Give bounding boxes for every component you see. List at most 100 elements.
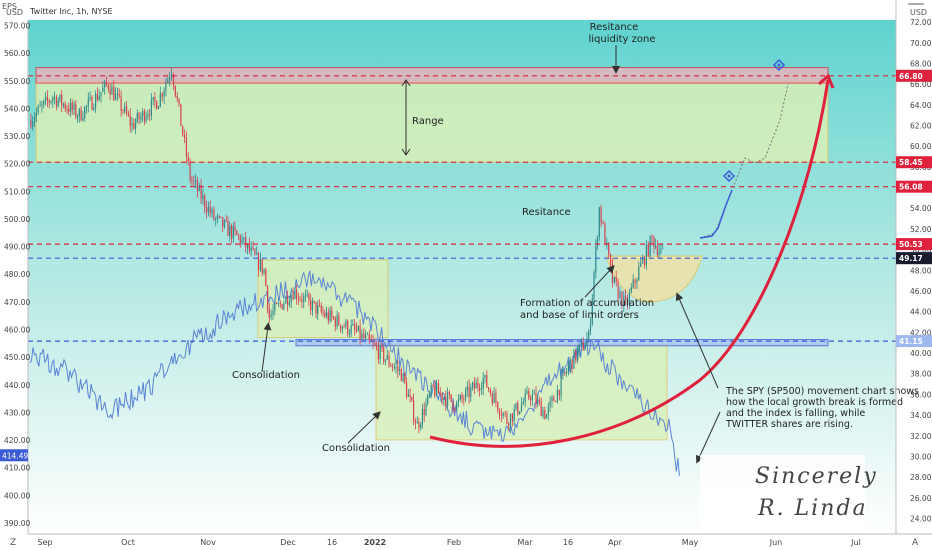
candle-body [270,314,272,318]
candle-body [161,93,163,97]
candle-body [544,410,546,419]
candle-body [428,394,431,395]
candle-body [613,276,615,283]
candle-body [528,391,530,399]
candle-body [127,113,129,116]
target-diamond-1 [722,169,736,183]
candle-body [43,100,45,105]
candle-body [402,373,404,382]
candle-body [276,303,278,304]
level-badge-text: 49.17 [899,254,923,263]
candle-body [140,116,142,120]
candle-body [457,399,460,403]
candle-body [441,393,443,400]
candle-body [37,105,39,113]
range-arrow-top [401,79,411,87]
candle-body [359,325,361,339]
candle-body [268,308,270,318]
left-axis: 570.00 560.00 550.00 540.00 530.00 520.00 510.… [0,22,30,528]
candle-body [643,257,646,265]
candle-body [377,347,379,360]
candle-body [136,112,138,122]
projection-path-solid [699,189,733,239]
candle-body [135,122,137,129]
candle-body [180,103,182,126]
candle-body [482,378,484,389]
candle-body [660,248,662,252]
candle-body [274,303,276,311]
candle-body [182,126,184,136]
candle-body [432,385,434,387]
candle-body [138,112,140,120]
left-axis-tick: 420.00 [4,436,30,445]
candle-body [325,312,328,317]
candle-body [593,272,595,299]
candle-body [120,95,122,111]
candle-body [304,295,306,297]
candle-body [336,315,338,327]
candle-body [656,245,658,255]
candle-body [625,295,627,300]
candle-body [62,103,64,106]
candle-body [434,386,436,396]
right-axis-tick: 52.00 [910,225,932,234]
candle-body [658,251,660,255]
candle-body [551,397,553,402]
candle-body [611,264,613,283]
candle-body [341,326,343,330]
candle-body [195,180,197,182]
candle-body [345,320,347,327]
candle-body [493,393,495,403]
candle-body [131,123,133,126]
candle-body [465,390,467,400]
candle-body [107,85,109,89]
candle-body [472,382,474,388]
candle-body [365,334,367,338]
spy-note-line3: and the index is falling, while [726,408,865,419]
candle-body [320,305,322,312]
level-badge [896,335,932,348]
candle-body [315,302,317,314]
right-axis-tick: 30.00 [910,452,932,461]
candle-body [281,304,283,310]
x-axis-tick: 16 [327,538,337,547]
candle-body [407,394,409,397]
candle-body [406,382,408,397]
candle-body [347,320,349,334]
left-axis-tick: 550.00 [4,77,30,86]
signature-line2: R. Linda [757,496,868,521]
candle-body [198,185,200,191]
candle-body [331,310,333,317]
candle-body [421,408,423,425]
projection-arc-head [818,73,835,89]
candle-body [484,375,486,378]
candle-body [236,230,238,235]
candle-body [143,110,145,122]
candle-body [213,209,215,220]
candle-body [256,253,258,255]
candle-body [582,341,584,351]
candle-body [185,137,187,157]
candle-body [404,373,406,383]
a-icon[interactable]: A [912,538,919,548]
candle-body [515,403,517,410]
candle-body [87,99,89,106]
candle-body [145,116,147,122]
candle-body [44,96,47,101]
candle-body [596,237,599,246]
candle-body [142,110,144,117]
candle-body [154,97,156,102]
candle-body [324,313,326,317]
candle-body [306,294,308,296]
spy-note-line1: The SPY (SP500) movement chart shows [725,386,919,397]
candle-body [662,248,664,250]
candle-body [647,244,649,256]
candle-body [334,318,336,327]
candle-body [520,404,523,412]
candle-body [133,123,135,129]
z-icon[interactable]: Z [10,538,16,548]
candle-body [303,296,305,302]
candle-body [248,243,250,252]
left-axis-tick: 530.00 [4,132,30,141]
candle-body [466,386,468,391]
